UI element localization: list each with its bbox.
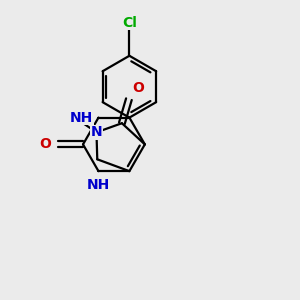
Text: Cl: Cl (122, 16, 137, 30)
Text: N: N (91, 125, 102, 139)
Text: O: O (40, 137, 52, 152)
Text: NH: NH (87, 178, 110, 192)
Text: O: O (132, 81, 144, 95)
Text: NH: NH (70, 111, 93, 124)
